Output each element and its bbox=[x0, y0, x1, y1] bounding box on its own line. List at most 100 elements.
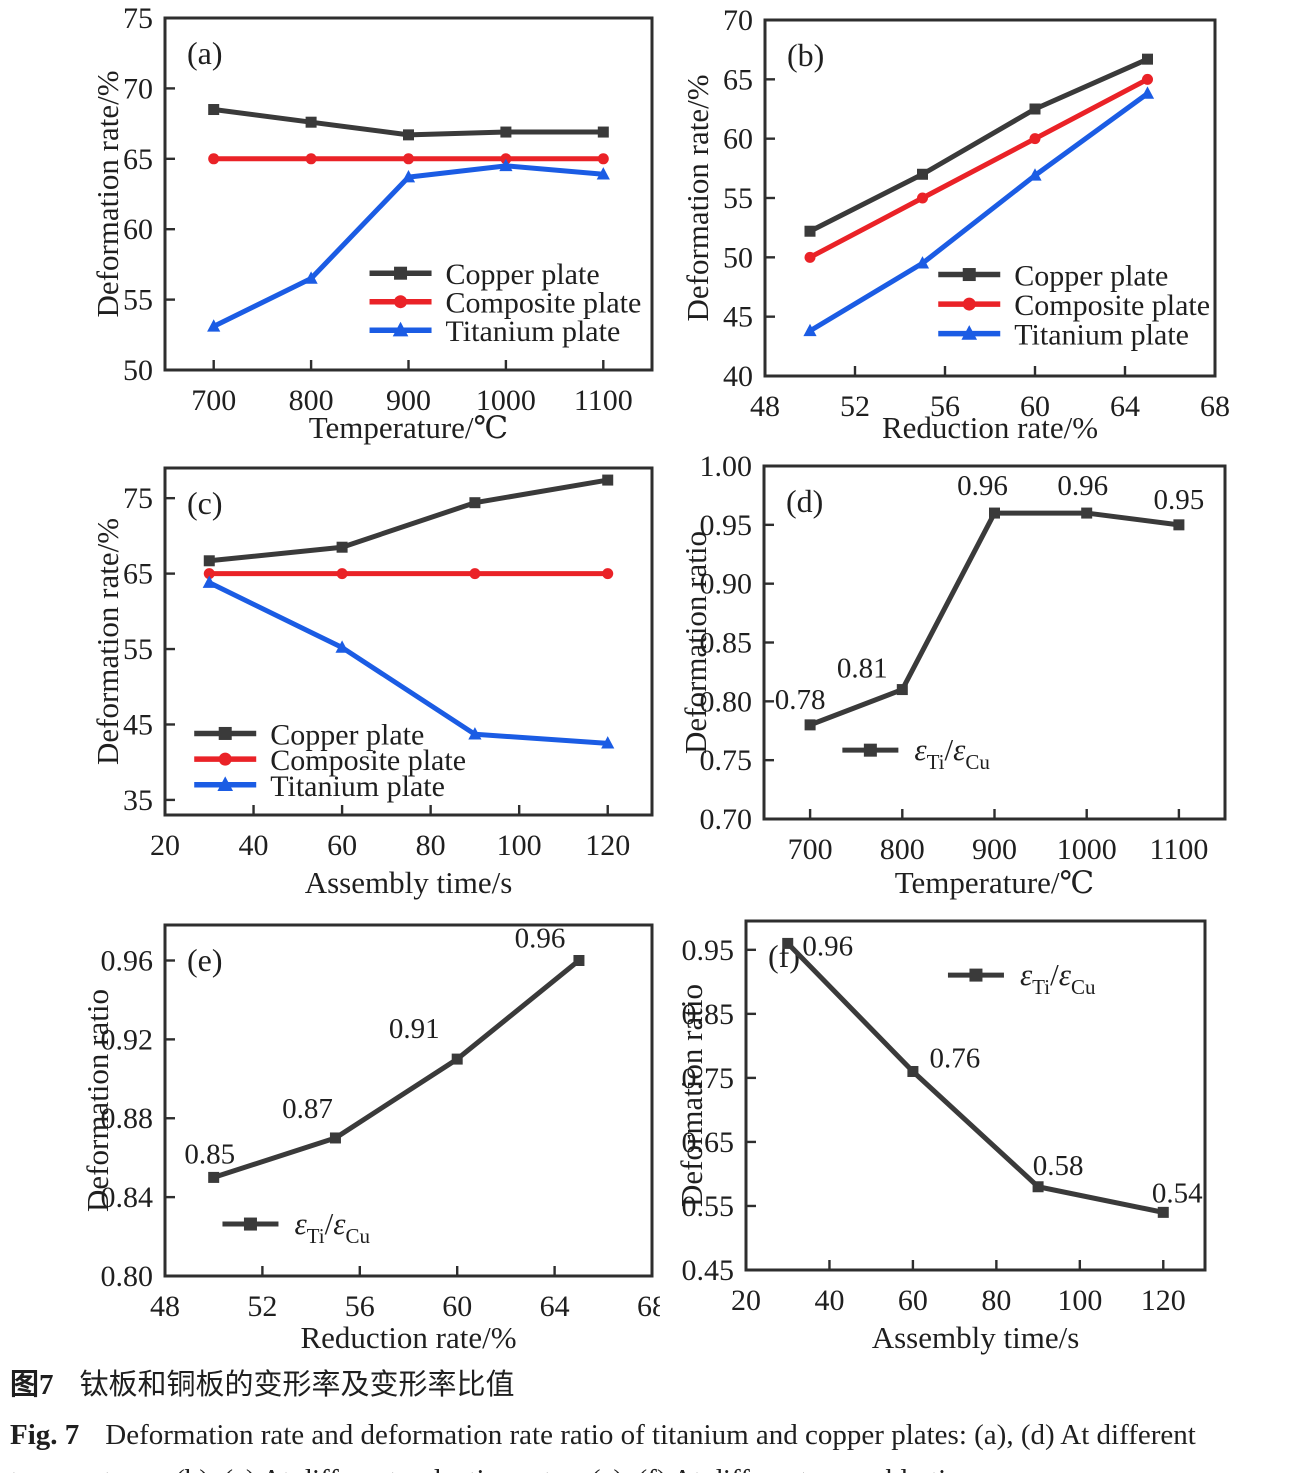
svg-text:70: 70 bbox=[123, 72, 153, 105]
series-deformation-ratio: 0.96 0.76 0.58 0.54 bbox=[782, 930, 1203, 1218]
series-deformation-ratio: 0.85 0.87 0.91 0.96 bbox=[184, 922, 585, 1183]
svg-text:48: 48 bbox=[750, 390, 780, 423]
point-label: 0.81 bbox=[837, 653, 888, 685]
svg-text:800: 800 bbox=[289, 384, 334, 417]
svg-text:εTi/εCu: εTi/εCu bbox=[294, 1206, 370, 1248]
svg-text:45: 45 bbox=[723, 301, 753, 334]
y-axis-label: Deformation ratio bbox=[674, 984, 709, 1207]
svg-text:60: 60 bbox=[442, 1290, 472, 1323]
chart-panel-b: 48 52 56 60 64 68 40 45 50 55 60 65 70 Reduction rate… bbox=[660, 0, 1311, 450]
svg-text:0.75: 0.75 bbox=[682, 1062, 735, 1095]
svg-text:0.92: 0.92 bbox=[101, 1023, 154, 1056]
chart-panel-f: 20 40 60 80 100 120 0.45 0.55 0.65 0.75 0.85 0.95 As… bbox=[660, 905, 1311, 1360]
svg-text:80: 80 bbox=[981, 1284, 1011, 1317]
series-titanium-plate bbox=[803, 86, 1155, 337]
svg-text:0.75: 0.75 bbox=[700, 744, 753, 777]
point-label: 0.96 bbox=[515, 922, 566, 954]
svg-text:1000: 1000 bbox=[476, 384, 536, 417]
svg-text:Composite plate: Composite plate bbox=[270, 744, 466, 777]
axes: 700 800 900 1000 1100 0.70 0.75 0.80 0.85 0.90 0.9… bbox=[700, 452, 1227, 866]
svg-text:0.85: 0.85 bbox=[682, 998, 735, 1031]
svg-text:Titanium plate: Titanium plate bbox=[270, 770, 445, 803]
svg-text:0.55: 0.55 bbox=[682, 1190, 735, 1223]
svg-text:Composite plate: Composite plate bbox=[1014, 289, 1210, 322]
svg-text:80: 80 bbox=[416, 829, 446, 862]
y-axis-label: Deformation rate/% bbox=[680, 74, 715, 321]
point-label: 0.91 bbox=[389, 1013, 440, 1045]
svg-text:120: 120 bbox=[585, 829, 630, 862]
point-label: 0.87 bbox=[282, 1093, 333, 1125]
svg-text:120: 120 bbox=[1141, 1284, 1186, 1317]
svg-text:1100: 1100 bbox=[574, 384, 633, 417]
point-label: 0.96 bbox=[1057, 470, 1108, 502]
svg-text:900: 900 bbox=[386, 384, 431, 417]
y-axis-label: Deformation ratio bbox=[678, 531, 713, 754]
caption-english: Fig. 7 Deformation rate and deformation r… bbox=[10, 1413, 1303, 1473]
svg-text:60: 60 bbox=[1020, 390, 1050, 423]
svg-text:1100: 1100 bbox=[1149, 833, 1208, 866]
svg-text:55: 55 bbox=[123, 633, 153, 666]
series-composite-plate bbox=[804, 73, 1153, 263]
svg-text:εTi/εCu: εTi/εCu bbox=[1020, 957, 1096, 999]
panel-label: (a) bbox=[187, 35, 223, 71]
svg-text:75: 75 bbox=[123, 482, 153, 515]
chart-svg-b: 48 52 56 60 64 68 40 45 50 55 60 65 70 Reduction rate… bbox=[680, 4, 1230, 445]
svg-text:1000: 1000 bbox=[1057, 833, 1117, 866]
svg-text:0.80: 0.80 bbox=[101, 1260, 154, 1293]
axes: 20 40 60 80 100 120 35 45 55 65 75 bbox=[123, 466, 654, 862]
series-composite-plate bbox=[208, 153, 609, 165]
x-axis-label: Reduction rate/% bbox=[300, 1320, 516, 1355]
svg-text:0.95: 0.95 bbox=[682, 934, 735, 967]
caption-cn-label: 图7 bbox=[10, 1369, 54, 1401]
panel-label: (d) bbox=[786, 483, 823, 519]
y-axis-label: Deformation rate/% bbox=[90, 518, 125, 765]
svg-text:75: 75 bbox=[123, 2, 153, 35]
svg-text:60: 60 bbox=[327, 829, 357, 862]
chart-panel-e: 48 52 56 60 64 68 0.80 0.84 0.88 0.92 0.96 Reductio… bbox=[0, 905, 660, 1360]
svg-text:40: 40 bbox=[239, 829, 269, 862]
legend: εTi/εCu bbox=[947, 957, 1096, 999]
axes: 48 52 56 60 64 68 0.80 0.84 0.88 0.92 0.96 bbox=[101, 923, 660, 1323]
point-label: 0.95 bbox=[1154, 484, 1205, 516]
svg-text:60: 60 bbox=[723, 123, 753, 156]
svg-text:0.84: 0.84 bbox=[101, 1181, 154, 1214]
svg-text:50: 50 bbox=[723, 241, 753, 274]
svg-text:48: 48 bbox=[150, 1290, 180, 1323]
svg-text:65: 65 bbox=[723, 63, 753, 96]
svg-text:0.95: 0.95 bbox=[700, 509, 753, 542]
svg-text:55: 55 bbox=[123, 284, 153, 317]
svg-text:700: 700 bbox=[788, 833, 833, 866]
legend: εTi/εCu bbox=[842, 732, 990, 774]
point-label: 0.85 bbox=[184, 1138, 235, 1170]
series-copper-plate bbox=[208, 104, 609, 141]
svg-text:0.85: 0.85 bbox=[700, 627, 753, 660]
svg-text:Titanium plate: Titanium plate bbox=[1014, 319, 1189, 352]
svg-text:65: 65 bbox=[123, 558, 153, 591]
caption-en-text: Deformation rate and deformation rate ra… bbox=[10, 1419, 1196, 1473]
svg-text:0.45: 0.45 bbox=[682, 1254, 735, 1287]
caption-chinese: 图7 钛板和铜板的变形率及变形率比值 bbox=[10, 1366, 1303, 1405]
svg-text:Copper plate: Copper plate bbox=[270, 718, 424, 751]
caption-en-label: Fig. 7 bbox=[10, 1419, 80, 1452]
svg-text:52: 52 bbox=[247, 1290, 277, 1323]
svg-text:0.90: 0.90 bbox=[700, 568, 753, 601]
svg-text:64: 64 bbox=[540, 1290, 570, 1323]
axes: 48 52 56 60 64 68 40 45 50 55 60 65 70 bbox=[723, 4, 1230, 423]
svg-text:56: 56 bbox=[345, 1290, 375, 1323]
svg-text:0.65: 0.65 bbox=[682, 1126, 735, 1159]
svg-text:100: 100 bbox=[497, 829, 542, 862]
figure-caption: 图7 钛板和铜板的变形率及变形率比值 Fig. 7 Deformation rate… bbox=[10, 1366, 1303, 1473]
svg-text:60: 60 bbox=[898, 1284, 928, 1317]
chart-svg-a: 700 800 900 1000 1100 50 55 60 65 70 75 Temperature… bbox=[90, 2, 654, 445]
point-label: 0.96 bbox=[802, 930, 853, 962]
svg-text:68: 68 bbox=[637, 1290, 660, 1323]
series-copper-plate bbox=[804, 53, 1153, 237]
point-label: 0.96 bbox=[957, 470, 1008, 502]
y-axis-label: Deformation rate/% bbox=[90, 70, 125, 317]
svg-text:40: 40 bbox=[814, 1284, 844, 1317]
svg-text:55: 55 bbox=[723, 182, 753, 215]
